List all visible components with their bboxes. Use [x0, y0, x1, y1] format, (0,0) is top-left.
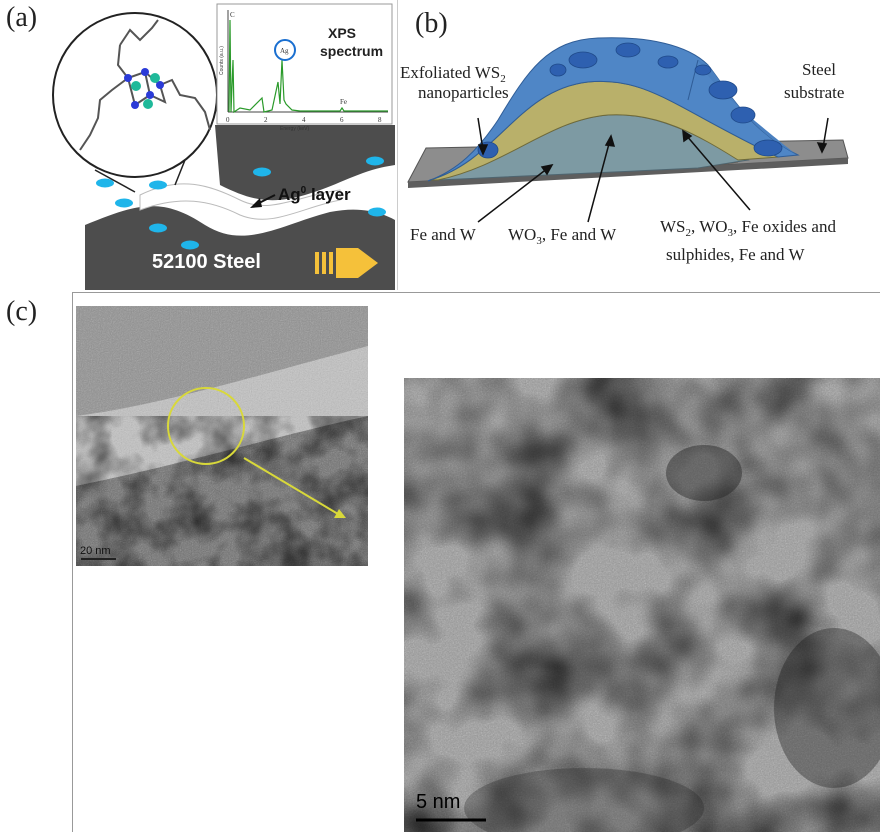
droplets [96, 156, 386, 250]
steel-substrate-label-2: substrate [784, 83, 844, 102]
inset-tick-8: 8 [378, 116, 382, 124]
inset-xlabel: Energy (keV) [280, 126, 310, 132]
molecule-atoms [124, 68, 164, 109]
ag-layer-label: Ag0 layer [278, 185, 351, 204]
xps-inset [216, 3, 393, 125]
steel-arrow [315, 248, 378, 278]
molecule-circle [52, 12, 218, 178]
steel-top [215, 125, 395, 201]
panel-c-frame [72, 292, 880, 832]
annotation-arrows [477, 117, 829, 223]
scale-label-small: 20 nm [80, 545, 111, 557]
steel-label: 52100 Steel [152, 251, 261, 273]
xps-spectrum [228, 19, 388, 114]
steel-substrate-label-1: Steel [802, 60, 836, 79]
inset-tick-6: 6 [340, 116, 344, 124]
inset-ylabel: Counts (a.u.) [219, 46, 225, 75]
peak-fe-label: Fe [340, 98, 347, 106]
inset-tick-2: 2 [264, 116, 268, 124]
xps-axes [227, 10, 388, 113]
panel-a-figure: C Ag Fe 0 2 4 6 8 Energy (keV) Counts (a… [52, 3, 395, 290]
peak-ag-label: Ag [280, 47, 289, 55]
ws2-label-line2: sulphides, Fe and W [666, 245, 805, 264]
panel-a-label: (a) [6, 2, 38, 33]
exfoliated-label: Exfoliated WS2 [400, 63, 506, 85]
ag-peak-ring [274, 39, 296, 61]
ag-layer-band [139, 183, 341, 220]
xps-title2: spectrum [320, 43, 383, 59]
nanoparticles-label: nanoparticles [418, 83, 509, 102]
inset-tick-4: 4 [302, 116, 306, 124]
ws2-particles [477, 42, 783, 159]
panel-b-figure: Exfoliated WS2 nanoparticles Steel subst… [400, 37, 849, 264]
fe-w-label: Fe and W [410, 225, 477, 244]
peak-c-label: C [230, 11, 235, 19]
tem-overview-image: 20 nm [76, 306, 368, 566]
ws2-label-line1: WS2, WO3, Fe oxides and [660, 217, 836, 239]
zoom-circle [167, 387, 245, 465]
wo3-label: WO3, Fe and W [508, 225, 617, 247]
hrtem-image: 5 nm [404, 378, 880, 832]
scale-label-large: 5 nm [416, 791, 460, 813]
zoom-arrow [243, 457, 339, 515]
panel-c-label: (c) [6, 296, 38, 327]
xps-title: XPS [328, 25, 356, 41]
panel-b-label: (b) [415, 8, 448, 39]
inset-tick-0: 0 [226, 116, 230, 124]
panel-divider-ab [397, 0, 398, 290]
